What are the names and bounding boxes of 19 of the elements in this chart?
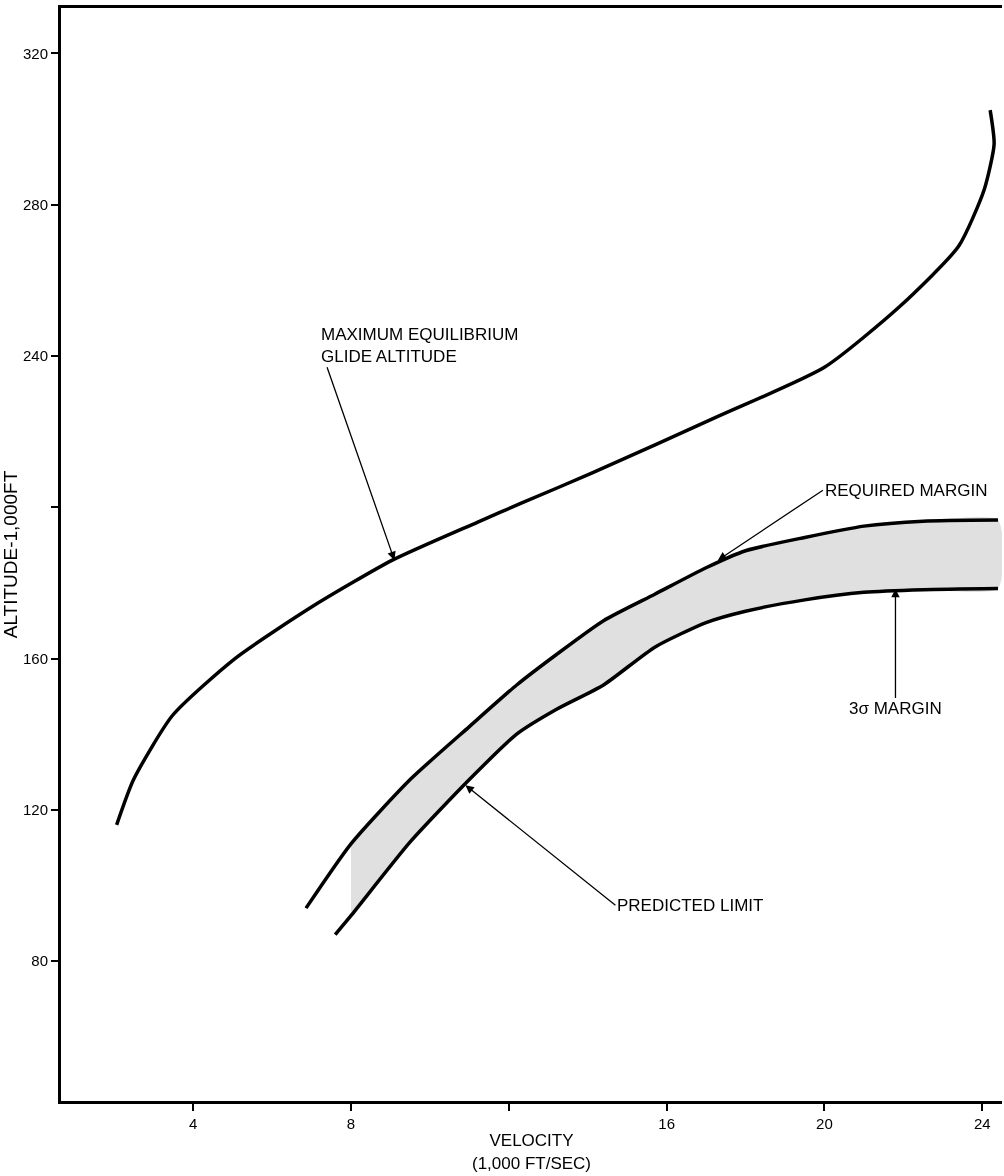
y-tick-label: 120 — [22, 801, 48, 819]
y-tick-label: 320 — [22, 44, 48, 62]
y-tick-label: 160 — [22, 649, 48, 667]
y-tick-label: 80 — [31, 952, 48, 970]
y-tick-label: 280 — [22, 195, 48, 213]
annotation: MAXIMUM EQUILIBRIUM GLIDE ALTITUDE — [321, 325, 519, 367]
annotation: PREDICTED LIMIT — [617, 896, 764, 915]
x-tick-label: 20 — [816, 1115, 833, 1132]
annotation: 3σ MARGIN — [849, 699, 942, 718]
x-tick-label: 4 — [189, 1115, 198, 1132]
y-axis-title: ALTITUDE-1,000FT — [0, 470, 21, 639]
annotation: REQUIRED MARGIN — [825, 481, 988, 500]
x-tick-label: 8 — [346, 1115, 356, 1132]
y-tick-label: 240 — [22, 347, 48, 365]
line-series — [333, 586, 1000, 937]
x-tick-label: 24 — [973, 1115, 991, 1132]
line-series — [114, 108, 996, 827]
x-tick-label: 16 — [658, 1115, 675, 1132]
x-axis-title: VELOCITY (1,000 FT/SEC) — [471, 1131, 592, 1173]
